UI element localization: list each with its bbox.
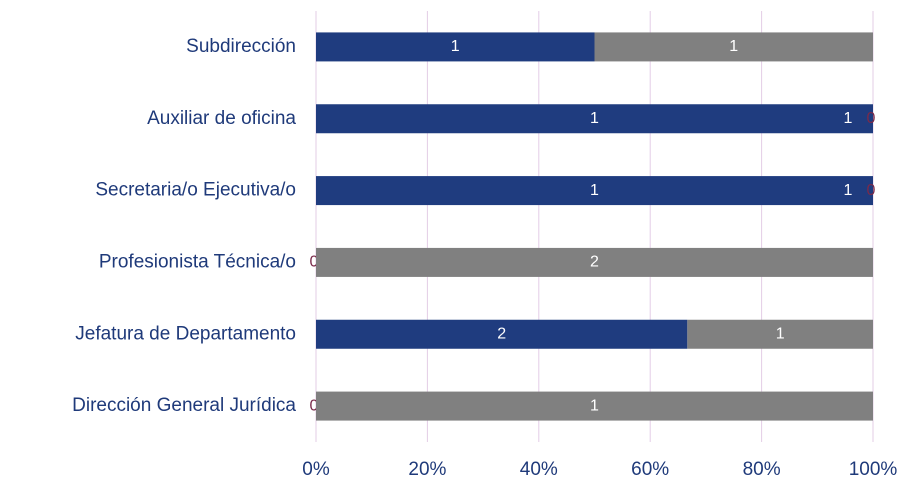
category-label: Jefatura de Departamento (75, 323, 296, 344)
value-label: 0 (310, 254, 319, 271)
value-label: 2 (590, 254, 599, 271)
value-label: 1 (729, 38, 738, 55)
value-label: 1 (451, 38, 460, 55)
value-label: 1 (590, 397, 599, 414)
category-label: Dirección General Jurídica (72, 395, 296, 416)
bar-segment (316, 319, 688, 349)
value-label: 1 (776, 325, 785, 342)
category-label: Secretaria/o Ejecutiva/o (95, 180, 296, 201)
x-tick-label: 0% (302, 459, 330, 480)
x-tick-label: 80% (743, 459, 781, 480)
bar-segment (316, 32, 595, 62)
bar-segment (594, 32, 873, 62)
bar-segment (316, 391, 873, 421)
value-label: 2 (497, 325, 506, 342)
value-label: 0 (310, 397, 319, 414)
category-label: Profesionista Técnica/o (99, 251, 296, 272)
category-label: Auxiliar de oficina (147, 108, 296, 129)
x-tick-label: 40% (520, 459, 558, 480)
bar-segment (687, 319, 873, 349)
annotation: 1 (844, 110, 853, 127)
bar-segment (316, 104, 873, 134)
value-label: 0 (867, 182, 876, 199)
category-label: Subdirección (186, 36, 296, 57)
bar-segment (316, 247, 873, 277)
value-label: 1 (590, 110, 599, 127)
value-label: 1 (590, 182, 599, 199)
bar-segment (316, 176, 873, 206)
x-tick-label: 20% (408, 459, 446, 480)
x-tick-label: 60% (631, 459, 669, 480)
annotation: 1 (844, 182, 853, 199)
value-label: 0 (867, 110, 876, 127)
x-tick-label: 100% (849, 459, 898, 480)
